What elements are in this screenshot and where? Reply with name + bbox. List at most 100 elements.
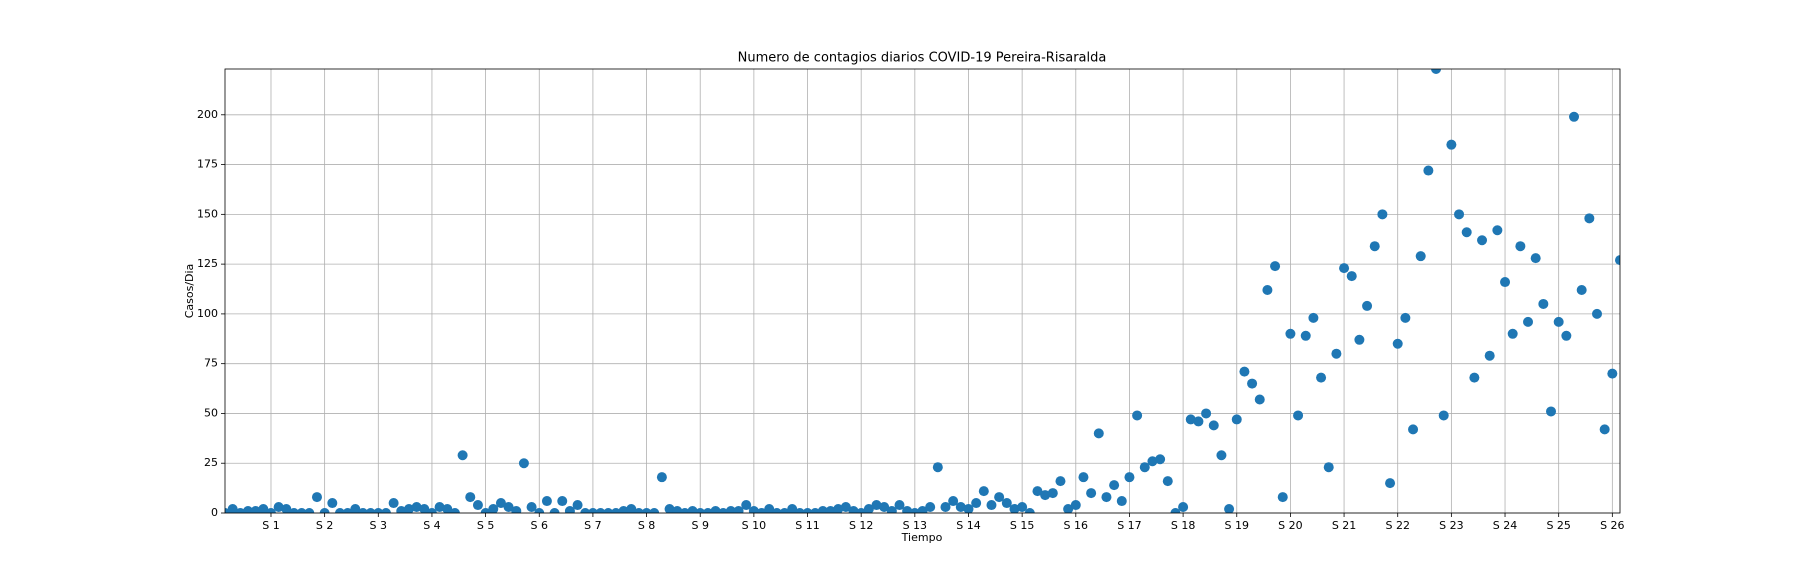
point: [863, 504, 874, 513]
point: [1162, 476, 1173, 487]
point: [1546, 406, 1557, 417]
point: [1385, 478, 1396, 489]
point: [656, 472, 667, 483]
point: [258, 504, 269, 513]
point: [580, 508, 591, 513]
y-tick-label: 50: [204, 406, 218, 419]
point: [994, 492, 1005, 503]
point: [227, 504, 238, 513]
point: [365, 508, 376, 513]
point: [986, 500, 997, 511]
point: [679, 508, 690, 513]
point: [894, 500, 905, 511]
x-tick-label: S 20: [1278, 519, 1302, 532]
point: [1339, 263, 1350, 274]
point: [403, 504, 414, 513]
y-tick-label: 150: [197, 207, 218, 220]
x-tick-label: S 13: [903, 519, 927, 532]
point: [1569, 111, 1580, 122]
point: [756, 508, 767, 513]
point: [1615, 255, 1620, 266]
x-tick-label: S 2: [316, 519, 333, 532]
point: [1201, 408, 1212, 419]
point: [1155, 454, 1166, 465]
point: [1101, 492, 1112, 503]
point: [296, 508, 307, 513]
point: [1216, 450, 1227, 461]
point: [526, 502, 537, 513]
x-tick-label: S 1: [262, 519, 279, 532]
point: [1193, 416, 1204, 427]
point: [1086, 488, 1097, 499]
point: [1584, 213, 1595, 224]
point: [557, 496, 568, 507]
point: [587, 508, 598, 513]
point: [871, 500, 882, 511]
point: [534, 508, 545, 513]
x-tick-label: S 12: [849, 519, 873, 532]
point: [1185, 414, 1196, 425]
point: [1224, 504, 1235, 513]
point: [457, 450, 468, 461]
point: [879, 502, 890, 513]
point: [1208, 420, 1219, 431]
point: [1400, 312, 1411, 323]
point: [1032, 486, 1043, 497]
point: [748, 506, 759, 513]
point: [817, 506, 828, 513]
point: [1308, 312, 1319, 323]
point: [1231, 414, 1242, 425]
x-tick-label: S 9: [691, 519, 708, 532]
x-tick-label: S 8: [638, 519, 655, 532]
point: [373, 508, 384, 513]
point: [1469, 372, 1480, 383]
point: [342, 508, 353, 513]
point: [1500, 277, 1511, 288]
point: [1254, 394, 1265, 405]
point: [235, 508, 246, 513]
x-tick-label: S 10: [742, 519, 766, 532]
point: [396, 506, 407, 513]
point: [1040, 490, 1051, 501]
point: [687, 506, 698, 513]
x-tick-label: S 22: [1385, 519, 1409, 532]
point: [1446, 139, 1457, 150]
point: [488, 504, 499, 513]
point: [595, 508, 606, 513]
point: [848, 506, 859, 513]
point: [1262, 285, 1273, 296]
point: [672, 506, 683, 513]
point: [695, 508, 706, 513]
point: [1438, 410, 1449, 421]
x-tick-label: S 11: [795, 519, 819, 532]
point: [503, 502, 514, 513]
point: [909, 508, 920, 513]
point: [779, 508, 790, 513]
point: [718, 508, 729, 513]
x-tick-label: S 16: [1064, 519, 1088, 532]
x-tick-label: S 17: [1117, 519, 1141, 532]
x-tick-label: S 14: [956, 519, 980, 532]
point: [825, 506, 836, 513]
y-tick-label: 125: [197, 257, 218, 270]
point: [1346, 271, 1357, 282]
x-tick-label: S 21: [1332, 519, 1356, 532]
point: [1178, 502, 1189, 513]
point: [1431, 69, 1442, 74]
point: [840, 502, 851, 513]
point: [572, 500, 583, 511]
x-tick-label: S 7: [584, 519, 601, 532]
point: [802, 508, 813, 513]
point: [426, 508, 437, 513]
point: [380, 508, 391, 513]
point: [1147, 456, 1158, 467]
point: [495, 498, 506, 509]
point: [1063, 504, 1074, 513]
point: [710, 506, 721, 513]
point: [311, 492, 322, 503]
point: [1515, 241, 1526, 252]
x-axis-label: Tiempo: [901, 531, 943, 544]
point: [626, 504, 637, 513]
point: [511, 506, 522, 513]
